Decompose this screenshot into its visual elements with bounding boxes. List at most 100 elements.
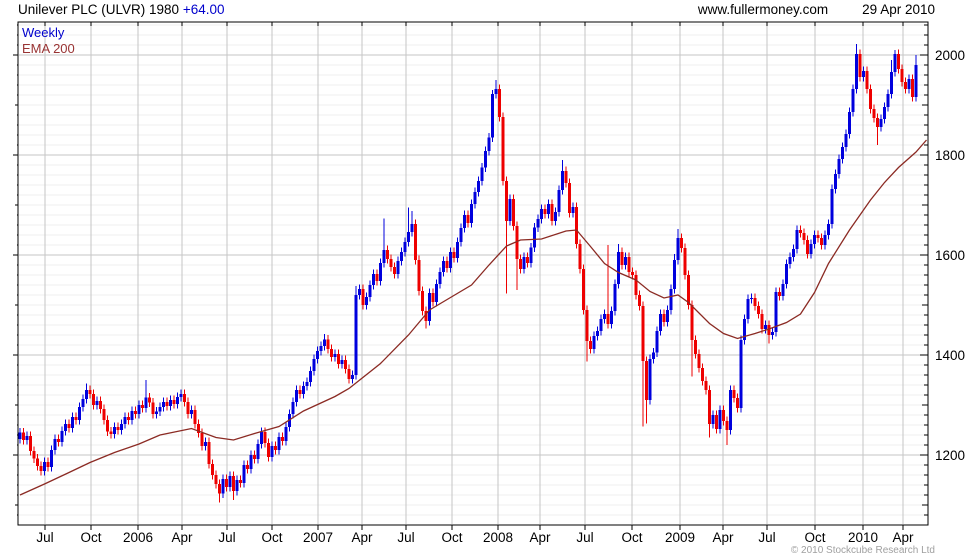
weekly-candle (484, 146, 487, 172)
weekly-candle (813, 230, 816, 249)
website-label: www.fullermoney.com (697, 2, 829, 17)
weekly-candle (109, 427, 113, 439)
weekly-candle (43, 457, 46, 476)
weekly-candle (592, 331, 596, 354)
weekly-candle (81, 394, 85, 412)
weekly-candle (865, 66, 869, 94)
weekly-candle (267, 438, 270, 462)
weekly-candle (428, 288, 431, 326)
weekly-candle (603, 309, 606, 324)
weekly-candle (718, 405, 722, 434)
weekly-candle (652, 348, 655, 364)
x-axis-label: Apr (351, 530, 373, 545)
weekly-candle (295, 385, 298, 407)
weekly-candle (169, 395, 172, 411)
weekly-candle (610, 306, 613, 329)
weekly-candle (116, 422, 120, 435)
weekly-candle (897, 49, 900, 74)
weekly-candle (253, 450, 256, 464)
weekly-candle (837, 154, 841, 179)
weekly-candle (743, 314, 746, 345)
weekly-candle (750, 293, 753, 304)
weekly-candle (18, 428, 22, 444)
weekly-candle (459, 223, 463, 247)
legend-ema-200: EMA 200 (22, 41, 75, 56)
weekly-candle (536, 214, 540, 232)
x-axis-label: Apr (529, 530, 551, 545)
weekly-candle (620, 247, 624, 270)
weekly-candle (638, 290, 641, 311)
weekly-candle (708, 385, 711, 438)
weekly-candle (232, 471, 235, 500)
weekly-candle (179, 389, 183, 402)
weekly-candle (71, 412, 74, 433)
y-axis-label: 1400 (935, 348, 965, 363)
x-axis-label: 2009 (665, 530, 695, 545)
weekly-candle (480, 163, 484, 186)
weekly-candle (239, 475, 242, 488)
axis-ticks (13, 22, 928, 530)
weekly-candle (60, 426, 64, 447)
weekly-candle (221, 474, 225, 498)
x-axis-label: Apr (712, 530, 734, 545)
weekly-candle (512, 194, 515, 231)
title-bar: Unilever PLC (ULVR) 1980 +64.00 www.full… (18, 2, 935, 20)
weekly-candle (690, 300, 694, 377)
weekly-candle (627, 252, 631, 277)
weekly-candle (788, 252, 792, 269)
weekly-candle (683, 243, 687, 280)
weekly-candle (648, 354, 652, 405)
weekly-candle (515, 221, 519, 290)
weekly-candle (494, 80, 498, 99)
footer-group: © 2010 Stockcube Research Ltd (791, 545, 935, 556)
weekly-candle (99, 396, 102, 414)
weekly-candle (673, 254, 676, 294)
x-axis-label: Jul (576, 530, 593, 545)
weekly-candle (585, 305, 589, 362)
weekly-candle (785, 259, 788, 289)
weekly-candle (722, 405, 725, 426)
weekly-candle (543, 204, 547, 219)
weekly-candle (914, 55, 918, 102)
weekly-candle (599, 314, 603, 336)
weekly-candle (106, 415, 109, 436)
x-axis-label: Oct (441, 530, 462, 545)
weekly-candle (498, 84, 501, 122)
weekly-candle (666, 305, 669, 327)
weekly-candle (207, 437, 211, 469)
vertical-gridlines (44, 23, 904, 524)
weekly-candle (249, 450, 253, 474)
weekly-candle (778, 287, 781, 301)
weekly-candle (876, 113, 879, 145)
weekly-candle (277, 432, 281, 455)
weekly-candle (183, 389, 186, 407)
weekly-candle (291, 397, 295, 419)
weekly-candle (529, 243, 533, 268)
weekly-candle (641, 301, 645, 427)
y-axis-label: 1200 (935, 448, 965, 463)
weekly-candle (886, 89, 890, 112)
weekly-candle (452, 247, 456, 263)
weekly-candle (102, 404, 106, 425)
weekly-candle (701, 363, 704, 386)
weekly-candle (403, 237, 407, 257)
weekly-candle (904, 77, 907, 94)
weekly-candle (662, 309, 666, 327)
weekly-candle (746, 294, 750, 324)
weekly-candle (333, 349, 337, 362)
weekly-candle (120, 419, 123, 435)
weekly-candle (242, 460, 246, 488)
weekly-candle (456, 237, 459, 263)
weekly-candle (319, 341, 323, 356)
weekly-candle (130, 406, 134, 425)
weekly-candle (347, 364, 351, 384)
x-axis-label: 2006 (123, 530, 153, 545)
weekly-candle (694, 335, 697, 359)
weekly-candle (704, 376, 708, 395)
weekly-candle (78, 402, 81, 425)
weekly-candle (526, 252, 529, 268)
weekly-candle (235, 475, 239, 496)
weekly-candle (64, 419, 67, 436)
weekly-candle (172, 395, 176, 409)
weekly-candle (162, 397, 165, 412)
